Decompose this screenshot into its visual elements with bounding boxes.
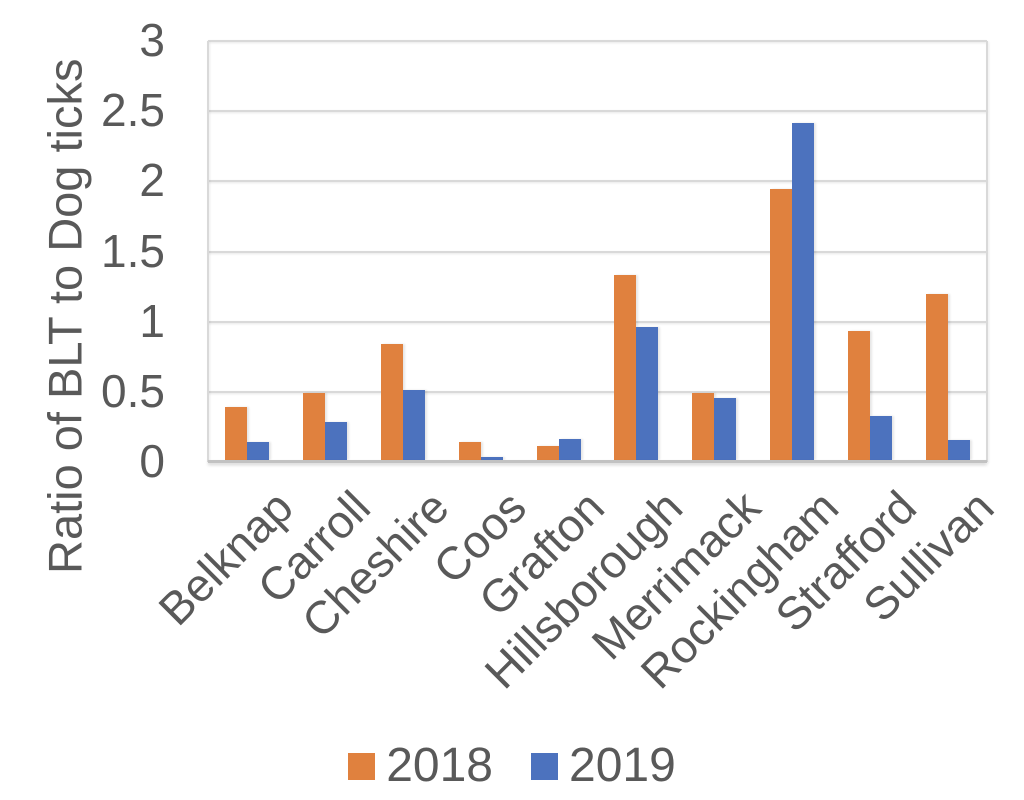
legend: 2018 2019 — [0, 742, 1024, 790]
bar-2019-merrimack — [714, 398, 736, 460]
plot-border-right — [986, 41, 988, 462]
x-axis-line — [208, 460, 987, 463]
legend-item-2018: 2018 — [348, 742, 493, 790]
bar-2019-grafton — [559, 439, 581, 460]
gridline — [208, 180, 987, 183]
y-tick-label: 1 — [139, 294, 165, 347]
bar-2019-coos — [481, 457, 503, 460]
bar-2018-carroll — [303, 393, 325, 460]
bar-2018-sullivan — [926, 294, 948, 460]
y-tick-label: 2 — [139, 154, 165, 207]
bar-2018-coos — [459, 442, 481, 460]
bar-2018-strafford — [848, 331, 870, 460]
bar-2019-rockingham — [792, 123, 814, 460]
legend-swatch-2019-icon — [531, 752, 558, 780]
gridline — [208, 250, 987, 253]
bar-2019-cheshire — [403, 390, 425, 460]
bar-2019-strafford — [870, 416, 892, 460]
legend-swatch-2018-icon — [348, 752, 376, 780]
bar-2018-rockingham — [770, 189, 792, 460]
bar-2018-merrimack — [692, 393, 714, 460]
gridline — [208, 40, 987, 42]
legend-label-2019: 2019 — [569, 739, 676, 792]
bar-2018-grafton — [537, 446, 559, 460]
gridline — [208, 320, 987, 323]
plot-border-left — [207, 41, 209, 462]
bar-2019-belknap — [247, 442, 269, 460]
y-tick-label: 0 — [139, 435, 165, 487]
bar-2019-carroll — [325, 422, 347, 460]
bar-2018-cheshire — [381, 344, 403, 460]
gridline — [208, 110, 987, 113]
bar-2019-sullivan — [948, 440, 970, 460]
bar-2018-belknap — [225, 407, 247, 460]
bar-2018-hillsborough — [614, 275, 636, 460]
legend-item-2019: 2019 — [531, 742, 676, 790]
y-tick-label: 2.5 — [101, 84, 165, 137]
gridline — [208, 390, 987, 393]
y-tick-label: 0.5 — [101, 364, 165, 417]
y-tick-label: 1.5 — [101, 224, 165, 277]
bar-2019-hillsborough — [636, 327, 658, 460]
y-tick-label: 3 — [139, 14, 165, 66]
legend-label-2018: 2018 — [386, 739, 493, 792]
